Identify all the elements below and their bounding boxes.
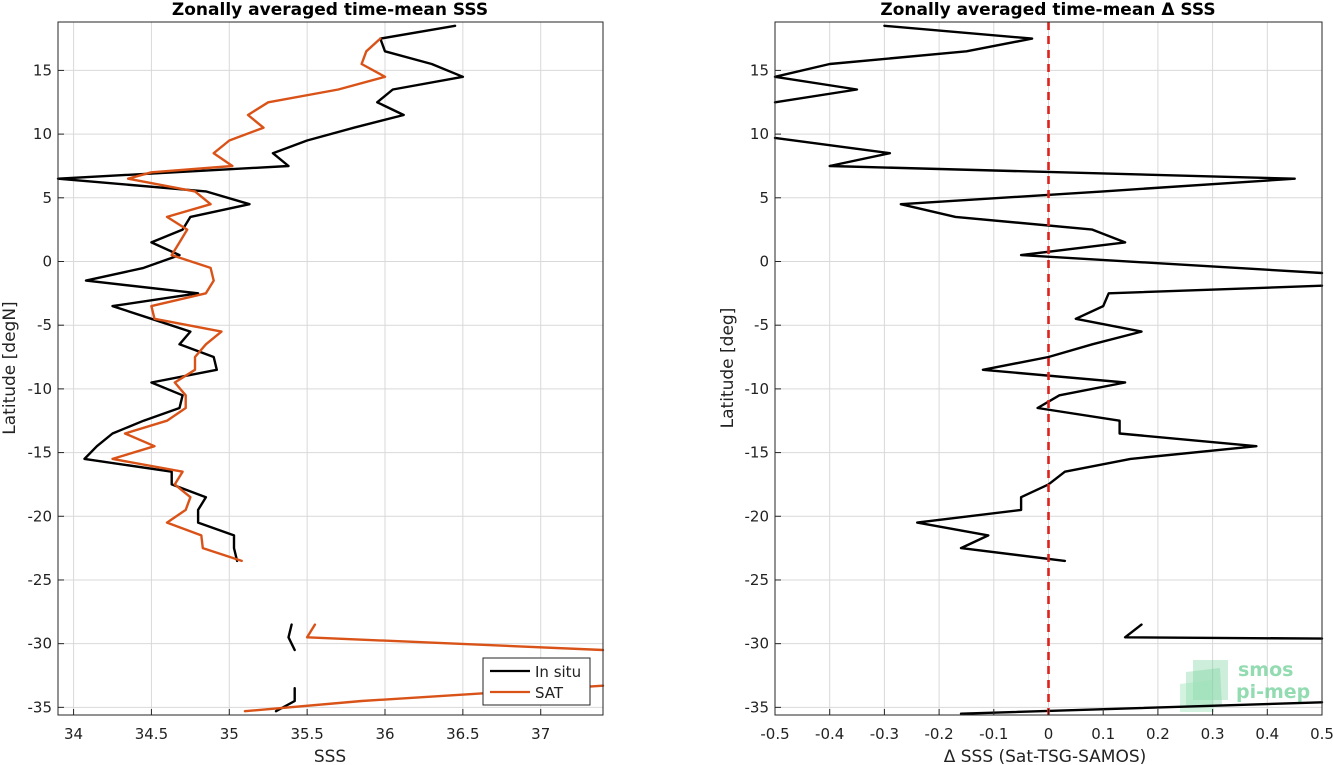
right-data-lines [773, 22, 1324, 715]
y-tick-label: -20 [745, 507, 770, 525]
logo-graphic-back [1193, 660, 1228, 700]
y-tick-label: 5 [759, 189, 769, 207]
y-tick-label: -35 [28, 698, 53, 716]
in-situ-series-line [287, 623, 296, 652]
right-x-axis-label: Δ SSS (Sat-TSG-SAMOS) [944, 747, 1147, 765]
x-tick-label: 0.4 [1255, 725, 1279, 743]
left-y-axis-label: Latitude [degN] [0, 301, 20, 434]
logo-graphic-front [1180, 680, 1214, 712]
x-tick-label: -0.1 [979, 725, 1008, 743]
y-tick-label: -20 [28, 507, 53, 525]
right-y-ticks: 15 10 5 0 -5 -10 -15 -20 -25 -30 -35 [745, 61, 781, 716]
right-panel-delta-sss: Zonally averaged time-mean Δ SSS smos pi… [718, 0, 1333, 765]
smos-pi-mep-logo: smos pi-mep [1180, 659, 1310, 712]
x-tick-label: 0.3 [1201, 725, 1225, 743]
y-tick-label: -25 [745, 571, 770, 589]
x-tick-label: 35 [220, 725, 239, 743]
legend-box [482, 657, 591, 706]
right-panel-title: Zonally averaged time-mean Δ SSS [880, 0, 1215, 20]
y-tick-label: 5 [42, 189, 52, 207]
left-x-axis-label: SSS [314, 747, 346, 765]
x-tick-label: 35.5 [290, 725, 323, 743]
x-tick-label: 0.1 [1091, 725, 1115, 743]
x-tick-label: 36.5 [446, 725, 479, 743]
right-y-axis-label: Latitude [deg] [718, 308, 738, 429]
left-y-ticks: 15 10 5 0 -5 -10 -15 -20 -25 -30 -35 [28, 61, 64, 716]
x-tick-label: 34 [64, 725, 83, 743]
legend: In situ SAT [482, 657, 591, 706]
y-tick-label: -15 [28, 444, 53, 462]
y-tick-label: -15 [745, 444, 770, 462]
left-panel-title: Zonally averaged time-mean SSS [172, 0, 488, 20]
y-tick-label: -30 [745, 635, 770, 653]
delta-sss-series-line [773, 24, 1034, 104]
delta-sss-series-line [916, 284, 1324, 563]
y-tick-label: 0 [42, 252, 52, 270]
x-tick-label: 34.5 [135, 725, 168, 743]
x-tick-label: -0.3 [870, 725, 899, 743]
delta-sss-series-line [773, 136, 1324, 275]
y-tick-label: -5 [754, 316, 769, 334]
logo-text-smos: smos [1238, 659, 1293, 681]
y-tick-label: -5 [37, 316, 52, 334]
delta-sss-series-line [959, 701, 1324, 715]
left-panel-sss: Zonally averaged time-mean SSS 34 34.5 35 3… [0, 0, 605, 765]
x-tick-label: 0.5 [1310, 725, 1333, 743]
y-tick-label: -30 [28, 635, 53, 653]
logo-graphic-mid [1186, 668, 1222, 706]
y-tick-label: 10 [33, 125, 52, 143]
x-tick-label: -0.5 [760, 725, 789, 743]
y-tick-label: 0 [759, 252, 769, 270]
x-tick-label: -0.4 [815, 725, 844, 743]
x-tick-label: 0 [1044, 725, 1054, 743]
sat-series-line [305, 623, 605, 652]
logo-text-pi-mep: pi-mep [1236, 681, 1310, 703]
left-x-ticks: 34 34.5 35 35.5 36 36.5 37 [64, 709, 550, 743]
delta-sss-series-line [1123, 623, 1324, 640]
y-tick-label: -35 [745, 698, 770, 716]
y-tick-label: 10 [750, 125, 769, 143]
x-tick-label: 37 [531, 725, 550, 743]
y-tick-label: 15 [750, 61, 769, 79]
x-tick-label: 36 [375, 725, 394, 743]
right-x-ticks: -0.5 -0.4 -0.3 -0.2 -0.1 0 0.1 0.2 0.3 0.4 0.5 [760, 709, 1333, 743]
legend-label-in-situ: In situ [535, 663, 581, 681]
left-data-lines [56, 24, 605, 713]
y-tick-label: -25 [28, 571, 53, 589]
x-tick-label: -0.2 [924, 725, 953, 743]
y-tick-label: -10 [28, 380, 53, 398]
in-situ-series-line [56, 24, 465, 563]
left-grid [58, 22, 603, 715]
y-tick-label: 15 [33, 61, 52, 79]
x-tick-label: 0.2 [1146, 725, 1170, 743]
legend-label-sat: SAT [535, 684, 564, 702]
sat-series-line [111, 37, 387, 563]
left-plot-frame [57, 21, 604, 716]
y-tick-label: -10 [745, 380, 770, 398]
